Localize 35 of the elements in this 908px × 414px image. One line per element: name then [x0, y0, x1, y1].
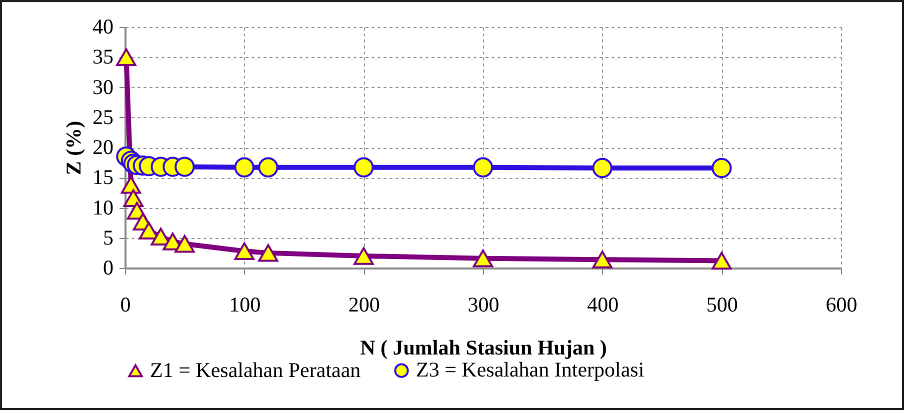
point — [116, 48, 136, 66]
point — [712, 158, 732, 178]
point — [234, 157, 254, 178]
x-tick-label: 400 — [587, 292, 619, 316]
y-axis-title: Z (%) — [62, 120, 86, 176]
y-tick-label: 15 — [92, 165, 114, 190]
point — [174, 235, 195, 253]
x-tick-label: 200 — [348, 292, 380, 316]
point — [712, 252, 732, 270]
x-tick-label: 0 — [120, 292, 131, 316]
y-tick-label: 20 — [92, 135, 114, 159]
legend-label: Z1 = Kesalahan Perataan — [150, 358, 362, 382]
y-tick-label: 35 — [92, 44, 114, 69]
x-tick-label: 100 — [229, 292, 261, 316]
x-tick-label: 600 — [826, 292, 858, 316]
point — [592, 158, 612, 178]
point — [472, 157, 494, 178]
point — [592, 250, 612, 268]
x-axis-title: N ( Jumlah Stasiun Hujan ) — [360, 336, 607, 360]
y-tick-label: 30 — [92, 74, 114, 99]
point — [234, 242, 254, 260]
point — [258, 157, 278, 178]
y-tick-label: 10 — [92, 195, 114, 220]
y-tick-label: 25 — [92, 104, 114, 129]
legend-label: Z3 = Kesalahan Interpolasi — [416, 358, 644, 382]
point — [354, 247, 374, 265]
x-tick-label: 300 — [468, 292, 500, 316]
point — [472, 249, 494, 268]
x-tick-label: 500 — [706, 292, 738, 316]
point — [174, 156, 195, 177]
y-tick-label: 5 — [103, 225, 114, 250]
point — [354, 157, 374, 178]
point — [258, 244, 278, 262]
y-tick-label: 40 — [92, 14, 114, 38]
y-tick-label: 0 — [103, 256, 114, 280]
